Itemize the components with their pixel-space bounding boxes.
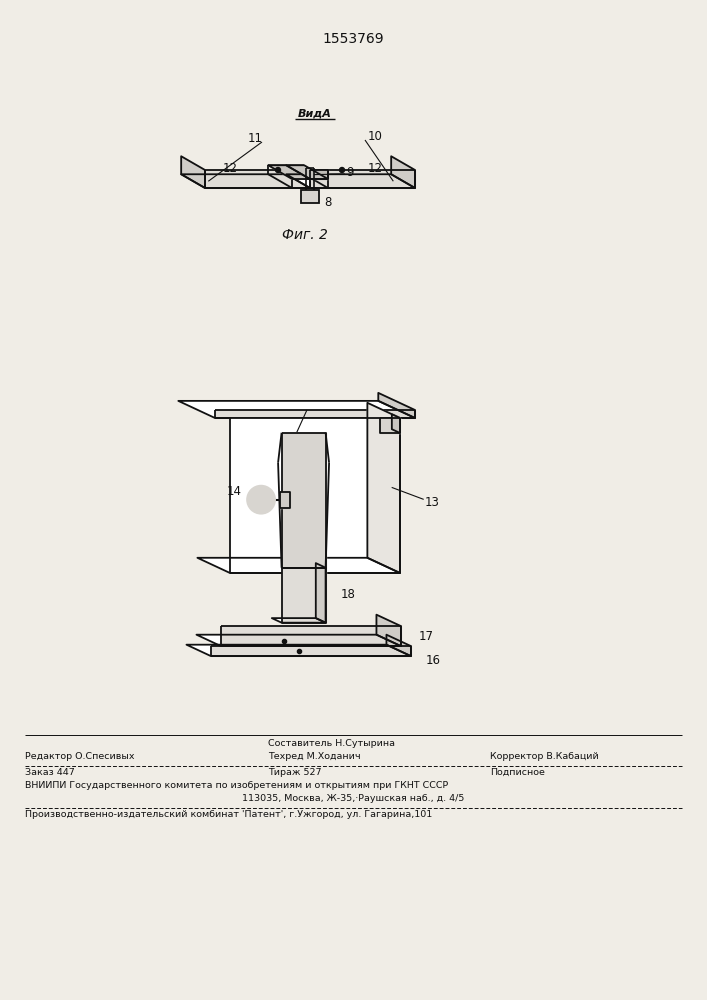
Text: 9: 9 xyxy=(346,165,354,178)
Polygon shape xyxy=(368,403,400,573)
Polygon shape xyxy=(286,174,415,188)
Text: 15: 15 xyxy=(284,432,299,445)
Text: Техред М.Ходанич: Техред М.Ходанич xyxy=(268,752,361,761)
Text: Тираж 527: Тираж 527 xyxy=(268,768,322,777)
Text: Фиг. 2: Фиг. 2 xyxy=(282,228,328,242)
Polygon shape xyxy=(268,165,310,179)
Polygon shape xyxy=(271,618,326,623)
Text: Корректор В.Кабаций: Корректор В.Кабаций xyxy=(490,752,599,761)
Polygon shape xyxy=(205,170,310,188)
Text: 19: 19 xyxy=(291,494,307,507)
Circle shape xyxy=(247,486,275,514)
Text: Подписное: Подписное xyxy=(490,768,545,777)
Polygon shape xyxy=(387,635,411,656)
Text: 11: 11 xyxy=(247,131,262,144)
Text: 1553769: 1553769 xyxy=(322,32,384,46)
Text: 13: 13 xyxy=(424,496,439,509)
Polygon shape xyxy=(187,645,411,656)
Text: Производственно-издательский комбинат 'Патент', г.Ужгород, ул. Гагарина,101: Производственно-издательский комбинат 'П… xyxy=(25,810,432,819)
Polygon shape xyxy=(316,563,326,623)
Circle shape xyxy=(339,167,344,172)
Polygon shape xyxy=(221,626,401,646)
Text: 12: 12 xyxy=(223,161,238,174)
Polygon shape xyxy=(181,174,310,188)
Polygon shape xyxy=(391,156,415,188)
Polygon shape xyxy=(392,414,400,433)
Polygon shape xyxy=(279,492,290,508)
Polygon shape xyxy=(286,165,328,179)
Text: 17: 17 xyxy=(419,630,434,643)
Polygon shape xyxy=(281,568,326,623)
Text: Заказ 447: Заказ 447 xyxy=(25,768,75,777)
Polygon shape xyxy=(197,635,401,646)
Polygon shape xyxy=(378,393,415,418)
Polygon shape xyxy=(230,418,400,573)
Text: 20: 20 xyxy=(291,504,307,517)
Polygon shape xyxy=(178,401,415,418)
Circle shape xyxy=(276,167,281,172)
Polygon shape xyxy=(380,418,400,433)
Text: 18: 18 xyxy=(341,588,356,601)
Text: ВидA: ВидA xyxy=(298,108,332,118)
Polygon shape xyxy=(197,558,400,573)
Polygon shape xyxy=(310,170,328,179)
Text: Составитель Н.Сутырина: Составитель Н.Сутырина xyxy=(268,739,395,748)
Text: Редактор О.Спесивых: Редактор О.Спесивых xyxy=(25,752,134,761)
Polygon shape xyxy=(215,410,415,418)
Polygon shape xyxy=(281,433,326,568)
Bar xyxy=(301,190,319,203)
Text: 10: 10 xyxy=(368,129,382,142)
Text: 113035, Москва, Ж-35,·Раушская наб., д. 4/5: 113035, Москва, Ж-35,·Раушская наб., д. … xyxy=(242,794,464,803)
Text: 14: 14 xyxy=(227,485,242,498)
Polygon shape xyxy=(376,615,401,646)
Text: 8: 8 xyxy=(325,196,332,209)
Text: 12: 12 xyxy=(368,161,382,174)
Text: 16: 16 xyxy=(426,654,441,667)
Polygon shape xyxy=(181,156,205,188)
Text: ВНИИПИ Государственного комитета по изобретениям и открытиям при ГКНТ СССР: ВНИИПИ Государственного комитета по изоб… xyxy=(25,781,448,790)
Polygon shape xyxy=(310,170,415,188)
Text: Фиг. 3: Фиг. 3 xyxy=(272,640,318,654)
Polygon shape xyxy=(211,646,411,656)
